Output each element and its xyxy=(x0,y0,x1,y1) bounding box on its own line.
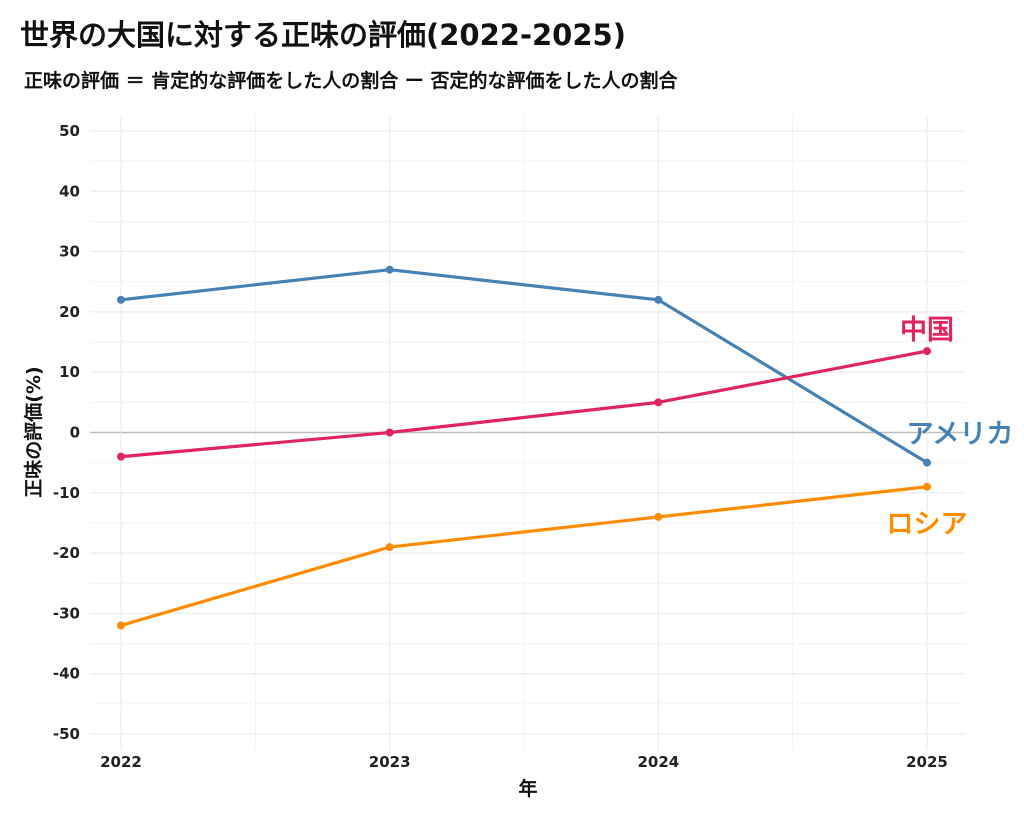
series-label: ロシア xyxy=(887,509,968,540)
x-tick-label: 2022 xyxy=(100,753,142,771)
y-tick-label: -30 xyxy=(53,604,80,622)
y-tick-label: -20 xyxy=(53,544,80,562)
data-point xyxy=(654,398,663,407)
y-tick-label: 40 xyxy=(59,182,80,200)
data-point xyxy=(385,265,394,274)
y-tick-label: 10 xyxy=(59,363,80,381)
series-line xyxy=(120,349,928,459)
x-tick-label: 2025 xyxy=(906,753,948,771)
series-line xyxy=(120,485,928,627)
chart-subtitle: 正味の評価 ＝ 肯定的な評価をした人の割合 ー 否定的な評価をした人の割合 xyxy=(24,70,678,92)
y-tick-label: 50 xyxy=(59,122,80,140)
y-tick-label: 20 xyxy=(59,303,80,321)
series-label: アメリカ xyxy=(907,419,1014,450)
data-point xyxy=(923,347,931,356)
x-axis-label: 年 xyxy=(518,777,537,800)
data-point xyxy=(923,458,931,467)
y-tick-label: -50 xyxy=(53,725,80,743)
data-point xyxy=(385,543,394,552)
series-line xyxy=(120,268,928,465)
series-label: 中国 xyxy=(900,315,954,346)
y-tick-label: -10 xyxy=(53,484,80,502)
y-tick-label: -40 xyxy=(53,665,80,683)
data-point xyxy=(117,452,125,461)
data-point xyxy=(923,482,931,491)
y-tick-label: 30 xyxy=(59,243,80,261)
chart-title: 世界の大国に対する正味の評価(2022-2025) xyxy=(20,18,626,52)
y-tick-label: 0 xyxy=(70,424,80,442)
data-point xyxy=(385,428,394,437)
data-point xyxy=(654,512,663,521)
x-tick-label: 2023 xyxy=(369,753,411,771)
data-point xyxy=(117,621,125,630)
data-point xyxy=(117,295,125,304)
y-axis-label: 正味の評価(%) xyxy=(22,366,45,497)
data-point xyxy=(654,295,663,304)
x-tick-label: 2024 xyxy=(637,753,679,771)
